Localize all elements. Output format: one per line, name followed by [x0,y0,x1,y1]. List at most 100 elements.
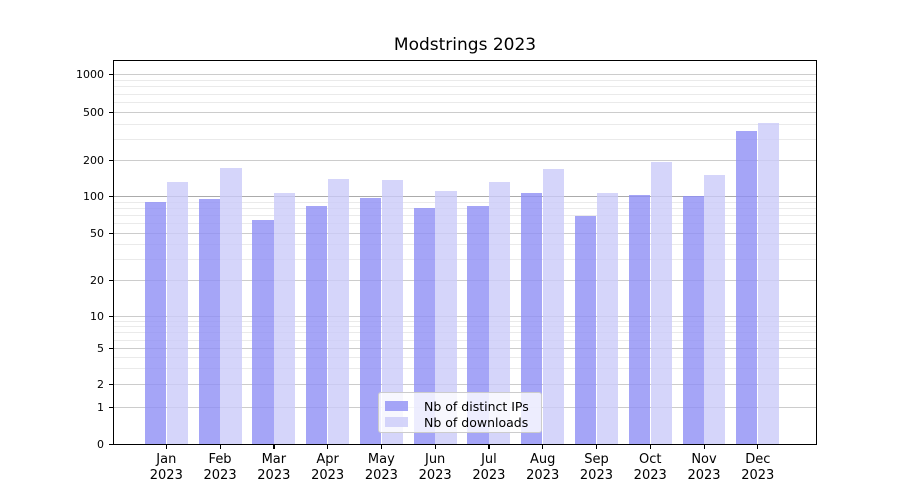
y-tick-mark-1000 [108,73,113,75]
minor-gridline-y-400 [113,123,817,125]
x-tick-mark-may [380,444,383,449]
x-tick-mark-sep [595,444,598,449]
x-tick-mark-oct [649,444,651,449]
gridline-y-2 [113,384,817,385]
gridline-y-500 [113,112,817,113]
y-tick-label-500: 500 [83,105,104,119]
minor-gridline-y-900 [113,79,817,81]
y-tick-label-1: 1 [97,400,104,414]
y-tick-label-0: 0 [97,438,104,451]
legend-label-downloads: Nb of downloads [424,414,529,430]
plot-area [113,60,817,445]
x-tick-mark-nov [703,444,705,449]
bar-downloads-oct [650,162,672,445]
legend-swatch-distinct-ips [385,400,408,412]
legend-swatch-downloads [385,416,408,428]
x-tick-month: Nov [691,452,717,467]
bar-distinct-ips-jan [144,201,166,445]
x-tick-month: Jun [424,452,446,467]
x-tick-mark-apr [327,444,329,449]
minor-gridline-y-30 [113,259,817,261]
y-tick-mark-500 [108,111,113,113]
bar-downloads-feb [220,167,242,445]
gridline-y-1000 [113,74,817,75]
legend-label-distinct-ips: Nb of distinct IPs [424,398,529,414]
x-tick-year: 2023 [418,468,452,483]
x-tick-month: Jan [156,452,177,467]
y-tick-mark-2 [108,383,113,385]
minor-gridline-y-6 [113,339,817,341]
legend-row-distinct-ips: Nb of distinct IPs [379,398,541,414]
x-tick-label-feb: Feb 2023 [180,452,260,484]
bar-downloads-aug [542,169,565,445]
y-tick-mark-5 [108,347,113,349]
x-tick-mark-jan [165,444,167,449]
minor-gridline-y-3 [113,368,817,370]
minor-gridline-y-9 [113,320,817,322]
x-tick-label-sep: Sep 2023 [556,452,636,484]
x-tick-mark-mar [273,444,275,449]
bar-downloads-apr [327,178,350,445]
chart-title: Modstrings 2023 [393,35,537,55]
x-tick-year: 2023 [579,468,613,483]
bar-distinct-ips-mar [252,219,274,445]
bar-distinct-ips-aug [521,192,543,445]
bar-distinct-ips-jul [467,205,489,445]
x-tick-month: Mar [261,452,287,467]
x-tick-month: Oct [638,452,662,467]
x-tick-year: 2023 [687,468,721,483]
x-tick-month: Dec [745,452,771,467]
x-tick-month: Aug [529,452,556,467]
x-tick-mark-dec [757,444,759,449]
x-tick-mark-jul [488,444,490,449]
minor-gridline-y-80 [113,207,817,209]
legend-row-downloads: Nb of downloads [379,414,541,430]
y-tick-mark-20 [108,279,113,281]
bar-distinct-ips-nov [682,196,704,445]
y-tick-label-200: 200 [83,153,104,167]
x-tick-month: Sep [584,452,609,467]
x-tick-label-mar: Mar 2023 [234,452,314,484]
x-tick-year: 2023 [633,468,667,483]
y-tick-label-1000: 1000 [76,67,104,81]
bar-downloads-jan [166,182,188,445]
y-tick-mark-50 [108,232,113,234]
gridline-y-50 [113,233,817,234]
bar-downloads-nov [704,174,726,445]
gridline-y-20 [113,280,817,281]
x-tick-label-jun: Jun 2023 [395,452,475,484]
y-tick-label-20: 20 [90,273,104,287]
minor-gridline-y-90 [113,201,817,203]
minor-gridline-y-7 [113,332,817,334]
x-tick-month: Apr [316,452,339,467]
y-tick-mark-1 [108,406,113,408]
x-tick-year: 2023 [203,468,237,483]
bar-distinct-ips-jun [413,207,435,445]
x-tick-year: 2023 [257,468,291,483]
y-tick-label-5: 5 [97,341,104,355]
gridline-y-5 [113,348,817,349]
gridline-y-200 [113,160,817,161]
y-tick-mark-200 [108,159,113,161]
x-tick-mark-aug [542,444,544,449]
minor-gridline-y-800 [113,86,817,88]
gridline-y-100 [113,196,817,197]
y-tick-mark-10 [108,315,113,317]
bar-distinct-ips-dec [736,131,758,445]
bar-distinct-ips-apr [306,205,328,445]
minor-gridline-y-600 [113,102,817,103]
x-tick-label-oct: Oct 2023 [610,452,690,484]
x-tick-mark-feb [219,444,221,449]
x-tick-year: 2023 [526,468,560,483]
x-tick-label-jul: Jul 2023 [449,452,529,484]
bar-distinct-ips-sep [574,215,597,445]
x-tick-year: 2023 [741,468,775,483]
x-tick-mark-jun [434,444,436,449]
bar-downloads-mar [274,192,296,445]
bar-distinct-ips-oct [628,194,650,445]
bar-distinct-ips-may [359,198,382,445]
minor-gridline-y-60 [113,223,817,225]
x-tick-label-may: May 2023 [341,452,421,484]
y-tick-label-2: 2 [97,377,104,391]
